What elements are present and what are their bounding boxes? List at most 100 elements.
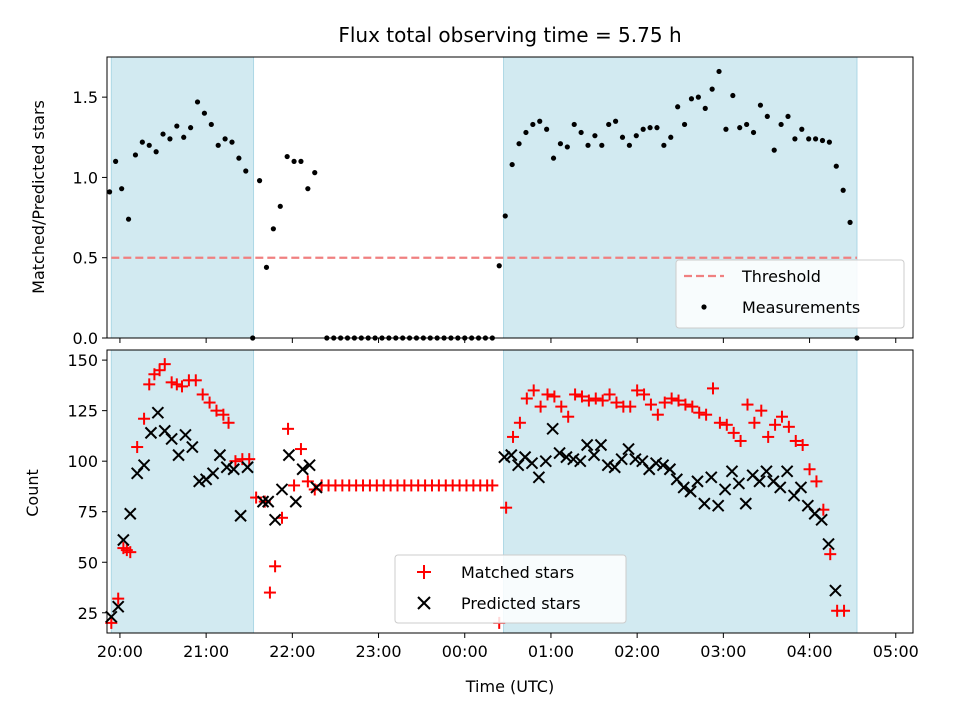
matched-star-point — [294, 443, 307, 456]
measurement-point — [557, 141, 564, 147]
predicted-star-point — [303, 459, 316, 472]
matched-star-point — [548, 390, 561, 403]
predicted-star-point — [684, 485, 697, 498]
y-tick-label: 1.0 — [73, 168, 98, 187]
measurement-point — [585, 142, 591, 148]
ratio-legend: Threshold Measurements — [675, 259, 905, 329]
measurement-point — [263, 264, 270, 270]
measurement-point — [153, 149, 159, 155]
y-tick-label: 0.0 — [73, 329, 98, 348]
predicted-star-point — [241, 461, 254, 474]
predicted-star-point — [553, 446, 566, 460]
matched-star-point — [748, 416, 761, 429]
measurement-point — [201, 110, 208, 116]
matched-star-point — [569, 388, 582, 401]
matched-star-point — [631, 384, 644, 397]
measurement-point — [146, 142, 152, 148]
predicted-star-point — [234, 509, 247, 522]
measurement-point — [799, 126, 805, 132]
predicted-star-point — [629, 452, 642, 466]
measurement-point — [833, 163, 839, 169]
measurement-point — [675, 104, 681, 110]
predicted-star-point — [546, 422, 559, 436]
legend-matched-swatch — [417, 565, 431, 579]
measurement-point — [181, 134, 187, 140]
measurement-point — [771, 147, 777, 153]
predicted-star-point — [815, 513, 828, 527]
matched-star-point — [672, 394, 685, 407]
predicted-star-point — [677, 481, 690, 494]
y-tick-label: 50 — [78, 553, 98, 572]
measurement-point — [509, 161, 515, 168]
measurement-point — [792, 136, 798, 142]
measurement-point — [236, 155, 242, 161]
matched-star-point — [500, 501, 513, 514]
predicted-star-point — [705, 471, 718, 484]
measurement-point — [215, 142, 221, 148]
measurement-point — [139, 139, 145, 145]
y-tick-label: 25 — [78, 604, 98, 623]
measurement-point — [229, 139, 235, 145]
count-panel: 25 50 75 100 125 150 20:00 21:00 22:00 23:00 00:00… — [23, 349, 919, 696]
measurement-point — [132, 152, 139, 158]
legend-predicted-label: Predicted stars — [461, 594, 581, 613]
predicted-star-point — [179, 428, 192, 442]
measurement-point — [222, 136, 228, 142]
matched-star-point — [520, 392, 533, 405]
predicted-star-point — [206, 467, 220, 480]
matched-star-point — [301, 475, 314, 488]
matched-star-point — [170, 378, 183, 391]
matched-star-point — [700, 408, 713, 421]
predicted-star-point — [144, 426, 158, 440]
predicted-star-point — [711, 499, 725, 512]
observing-window-shade — [110, 349, 255, 634]
measurement-point — [668, 134, 674, 140]
measurement-point — [723, 126, 729, 132]
measurement-point — [298, 158, 304, 164]
y-tick-label: 125 — [67, 402, 98, 421]
matched-star-point — [707, 382, 720, 395]
measurement-point — [256, 178, 263, 184]
matched-star-point — [720, 418, 733, 431]
matched-star-point — [741, 398, 754, 411]
predicted-star-point — [275, 483, 289, 496]
measurement-point — [757, 102, 764, 108]
predicted-star-point — [498, 450, 511, 464]
measurement-point — [750, 129, 757, 136]
predicted-star-point — [256, 495, 270, 508]
count-x-axis-label: Time (UTC) — [465, 677, 554, 696]
measurement-point — [113, 158, 119, 164]
legend-measurements-swatch — [701, 304, 707, 310]
measurement-point — [819, 137, 826, 144]
predicted-star-point — [137, 459, 151, 472]
measurement-point — [305, 186, 311, 192]
matched-star-point — [263, 586, 276, 599]
measurement-point — [826, 139, 832, 145]
predicted-star-point — [261, 495, 275, 508]
predicted-star-point — [663, 463, 677, 476]
measurement-point — [530, 121, 536, 128]
matched-star-point — [222, 416, 235, 429]
measurement-point — [654, 125, 660, 131]
matched-star-point — [803, 463, 816, 476]
matched-star-point — [762, 430, 775, 443]
matched-star-point — [196, 388, 209, 401]
matched-star-point — [769, 418, 782, 431]
measurement-point — [496, 263, 502, 269]
measurement-point — [516, 141, 522, 147]
count-y-axis-label: Count — [23, 469, 42, 517]
measurement-point — [764, 113, 770, 120]
legend-threshold-label: Threshold — [741, 267, 821, 286]
measurement-point — [125, 216, 132, 222]
matched-star-point — [693, 406, 706, 419]
matched-star-point — [513, 416, 526, 429]
predicted-star-point — [105, 610, 118, 624]
matched-star-point — [189, 374, 202, 387]
y-tick-label: 100 — [67, 452, 98, 471]
plot-frame — [106, 56, 914, 339]
measurement-point — [243, 168, 249, 174]
predicted-star-point — [732, 477, 746, 490]
measurement-point — [291, 158, 297, 164]
matched-star-point — [824, 548, 837, 561]
matched-star-point — [610, 396, 623, 409]
